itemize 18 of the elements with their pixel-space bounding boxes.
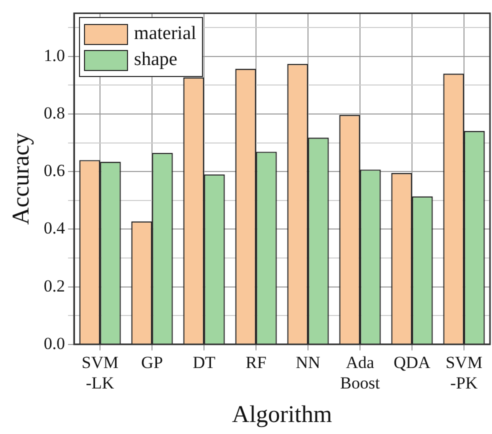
- x-tick-label: GP: [141, 353, 163, 372]
- x-tick-label: QDA: [394, 353, 432, 372]
- y-tick-label: 1.0: [44, 46, 66, 65]
- x-tick-label: SVM -PK: [446, 353, 482, 392]
- legend-label: shape: [134, 49, 178, 72]
- x-tick-label: NN: [296, 353, 320, 372]
- y-tick-label: 0.8: [44, 103, 66, 122]
- y-tick-label: 0.4: [44, 218, 66, 238]
- x-axis-title: Algorithm: [232, 402, 332, 428]
- x-tick-label: Ada Boost: [340, 353, 380, 392]
- legend-label: material: [134, 23, 196, 46]
- y-axis-title: Accuracy: [8, 132, 35, 225]
- y-tick-label: 0.0: [44, 334, 66, 353]
- x-tick-label: DT: [192, 353, 216, 372]
- y-tick-label: 0.2: [44, 276, 66, 296]
- y-tick-label: 0.6: [44, 161, 66, 180]
- x-tick-label: SVM -LK: [82, 353, 118, 392]
- x-tick-label: RF: [246, 353, 266, 372]
